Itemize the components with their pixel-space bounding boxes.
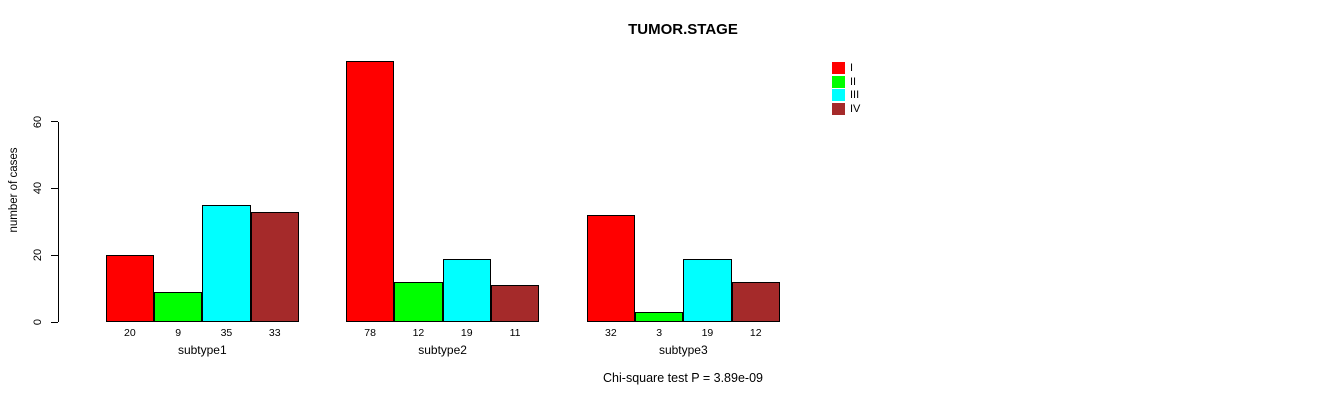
legend-label: II (850, 75, 857, 88)
x-axis-category-label: subtype3 (658, 343, 708, 357)
legend-swatch (832, 103, 845, 116)
bar-subtype2-I (346, 61, 395, 322)
bar-value-label: 19 (701, 326, 714, 339)
legend-swatch (832, 62, 845, 74)
legend-label: IV (850, 103, 861, 116)
bar-subtype3-IV (731, 281, 780, 322)
legend-item: I (832, 62, 860, 74)
bar-subtype3-III (683, 258, 732, 322)
bar-value-label: 20 (123, 326, 136, 339)
legend-item: IV (832, 103, 861, 116)
legend: I II III IV (832, 62, 861, 116)
legend-swatch (832, 89, 845, 102)
y-axis-tick (50, 187, 58, 189)
y-axis-line (58, 121, 59, 322)
bar-value-label: 32 (604, 326, 617, 339)
chi-square-annotation: Chi-square test P = 3.89e-09 (603, 371, 763, 385)
bar-value-label: 35 (220, 326, 233, 339)
bar-value-label: 3 (656, 326, 663, 339)
legend-label: I (850, 62, 854, 74)
chart-title: TUMOR.STAGE (628, 21, 738, 38)
legend-item: III (832, 89, 860, 102)
x-axis-category-label: subtype2 (418, 343, 467, 357)
legend-label: III (850, 89, 860, 102)
bar-subtype2-IV (490, 285, 540, 322)
bar-subtype1-IV (250, 211, 299, 322)
bar-subtype2-II (394, 281, 443, 322)
legend-item: II (832, 75, 860, 88)
bar-subtype1-II (154, 291, 203, 322)
bar-subtype2-III (442, 258, 491, 322)
bar-value-label: 9 (175, 326, 182, 339)
legend-swatch (832, 75, 845, 88)
bar-value-label: 12 (749, 326, 762, 339)
bar-subtype1-I (105, 255, 154, 322)
y-axis-tick (50, 321, 58, 323)
bar-value-label: 78 (364, 326, 376, 339)
y-axis-tick (50, 121, 58, 123)
y-axis-tick (50, 254, 58, 256)
y-axis-tick-label: 60 (31, 115, 44, 128)
y-axis-tick-label: 40 (31, 182, 44, 195)
y-axis-tick-label: 0 (31, 318, 44, 326)
bar-subtype3-II (635, 311, 684, 322)
x-axis-category-label: subtype1 (177, 343, 227, 357)
y-axis-title: number of cases (8, 147, 20, 233)
bar-value-label: 11 (509, 326, 521, 339)
bar-value-label: 19 (460, 326, 473, 339)
bar-subtype1-III (202, 205, 251, 322)
bar-subtype3-I (586, 215, 635, 322)
bar-value-label: 33 (268, 326, 281, 339)
y-axis-tick-label: 20 (31, 249, 44, 262)
bar-value-label: 12 (412, 326, 425, 339)
